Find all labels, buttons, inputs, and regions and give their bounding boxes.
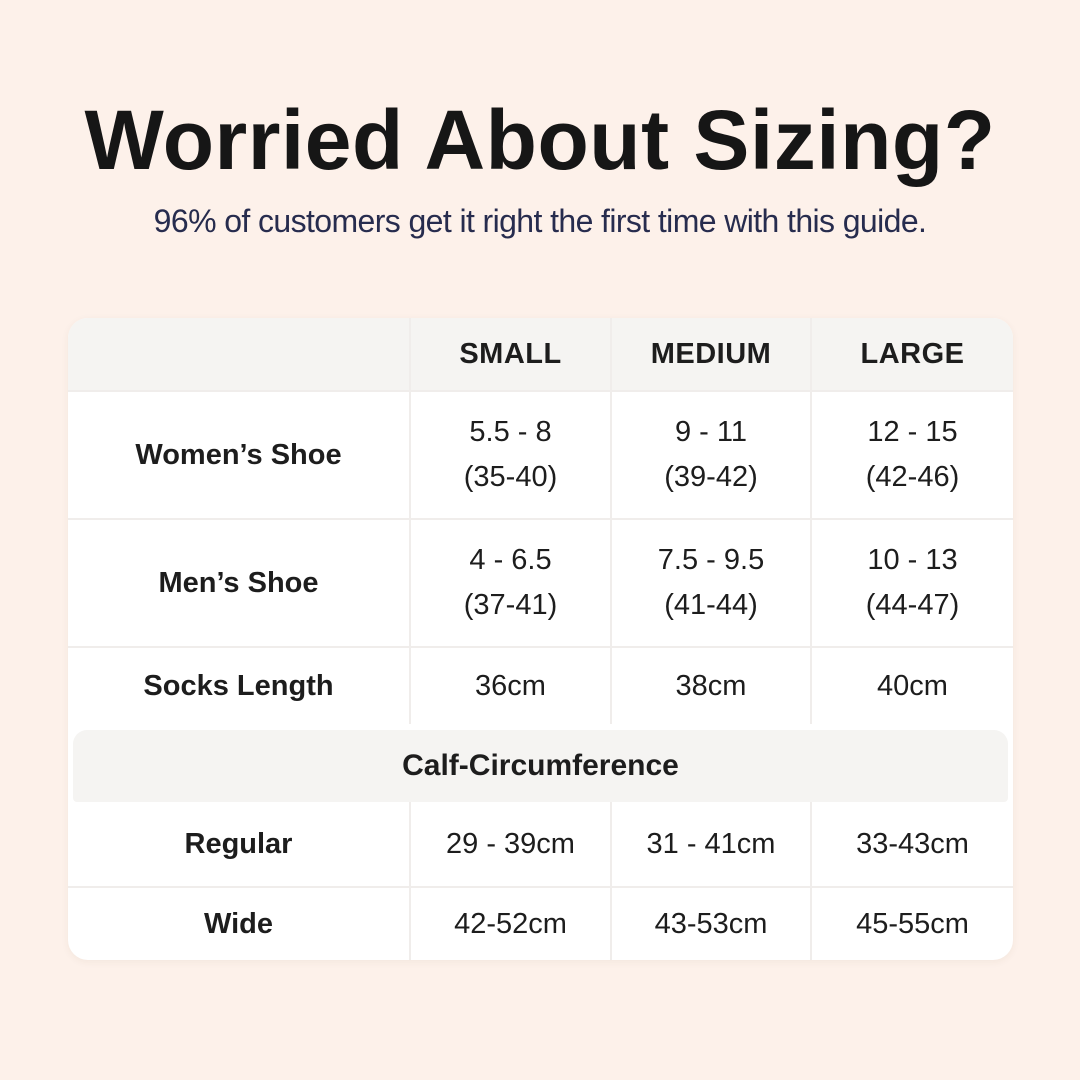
cell-value: (39-42) <box>664 461 758 493</box>
cell-value: 43-53cm <box>654 907 768 940</box>
cell-value: 33-43cm <box>856 827 969 860</box>
cell-value: 36cm <box>475 669 546 702</box>
table-row-wide: Wide 42-52cm 43-53cm 45-55cm <box>68 886 1013 960</box>
cell-wide-medium: 43-53cm <box>610 888 810 960</box>
row-label-womens-shoe: Women’s Shoe <box>135 438 342 471</box>
row-label-regular: Regular <box>184 827 293 860</box>
cell-mens-medium: 7.5 - 9.5 (41-44) <box>610 520 810 646</box>
column-header-small: SMALL <box>409 318 610 390</box>
cell-value: 12 - 15 <box>867 416 958 449</box>
row-label-mens-shoe: Men’s Shoe <box>158 566 319 599</box>
row-label-wide: Wide <box>203 907 274 940</box>
cell-value: (41-44) <box>664 589 758 621</box>
table-row-mens-shoe: Men’s Shoe 4 - 6.5 (37-41) 7.5 - 9.5 (41… <box>68 518 1013 646</box>
cell-socks-medium: 38cm <box>610 648 810 724</box>
page-subtitle: 96% of customers get it right the first … <box>153 202 927 239</box>
cell-socks-small: 36cm <box>409 648 610 724</box>
cell-value: 5.5 - 8 <box>469 416 552 449</box>
page-title: Worried About Sizing? <box>84 93 996 187</box>
cell-regular-small: 29 - 39cm <box>409 802 610 886</box>
row-label-socks-length: Socks Length <box>143 669 334 702</box>
cell-value: 42-52cm <box>454 907 567 940</box>
cell-value: (42-46) <box>865 461 960 493</box>
cell-womens-large: 12 - 15 (42-46) <box>810 392 1013 518</box>
cell-value: 38cm <box>675 669 747 702</box>
column-header-empty <box>68 318 409 390</box>
table-row-socks-length: Socks Length 36cm 38cm 40cm <box>68 646 1013 724</box>
table-row-womens-shoe: Women’s Shoe 5.5 - 8 (35-40) 9 - 11 (39-… <box>68 390 1013 518</box>
cell-value: 9 - 11 <box>674 416 747 449</box>
size-table: SMALL MEDIUM LARGE Women’s Shoe 5.5 - 8 … <box>68 318 1013 960</box>
cell-value: 40cm <box>877 669 948 702</box>
cell-mens-large: 10 - 13 (44-47) <box>810 520 1013 646</box>
cell-value: 29 - 39cm <box>446 827 575 860</box>
cell-value: 4 - 6.5 <box>469 544 552 577</box>
cell-value: 10 - 13 <box>867 544 958 577</box>
cell-regular-large: 33-43cm <box>810 802 1013 886</box>
cell-value: 45-55cm <box>856 907 969 940</box>
cell-value: 7.5 - 9.5 <box>657 544 765 577</box>
cell-wide-large: 45-55cm <box>810 888 1013 960</box>
cell-value: (35-40) <box>463 461 558 493</box>
column-header-medium: MEDIUM <box>610 318 810 390</box>
cell-value: (37-41) <box>463 589 558 621</box>
cell-womens-medium: 9 - 11 (39-42) <box>610 392 810 518</box>
heading: Worried About Sizing? 96% of customers g… <box>0 0 1080 240</box>
cell-regular-medium: 31 - 41cm <box>610 802 810 886</box>
cell-value: (44-47) <box>865 589 960 621</box>
column-header-large: LARGE <box>810 318 1013 390</box>
cell-wide-small: 42-52cm <box>409 888 610 960</box>
cell-socks-large: 40cm <box>810 648 1013 724</box>
section-header-calf-circumference: Calf-Circumference <box>73 730 1008 802</box>
table-row-regular: Regular 29 - 39cm 31 - 41cm 33-43cm <box>68 802 1013 886</box>
table-header-row: SMALL MEDIUM LARGE <box>68 318 1013 390</box>
cell-mens-small: 4 - 6.5 (37-41) <box>409 520 610 646</box>
cell-womens-small: 5.5 - 8 (35-40) <box>409 392 610 518</box>
cell-value: 31 - 41cm <box>646 827 776 860</box>
